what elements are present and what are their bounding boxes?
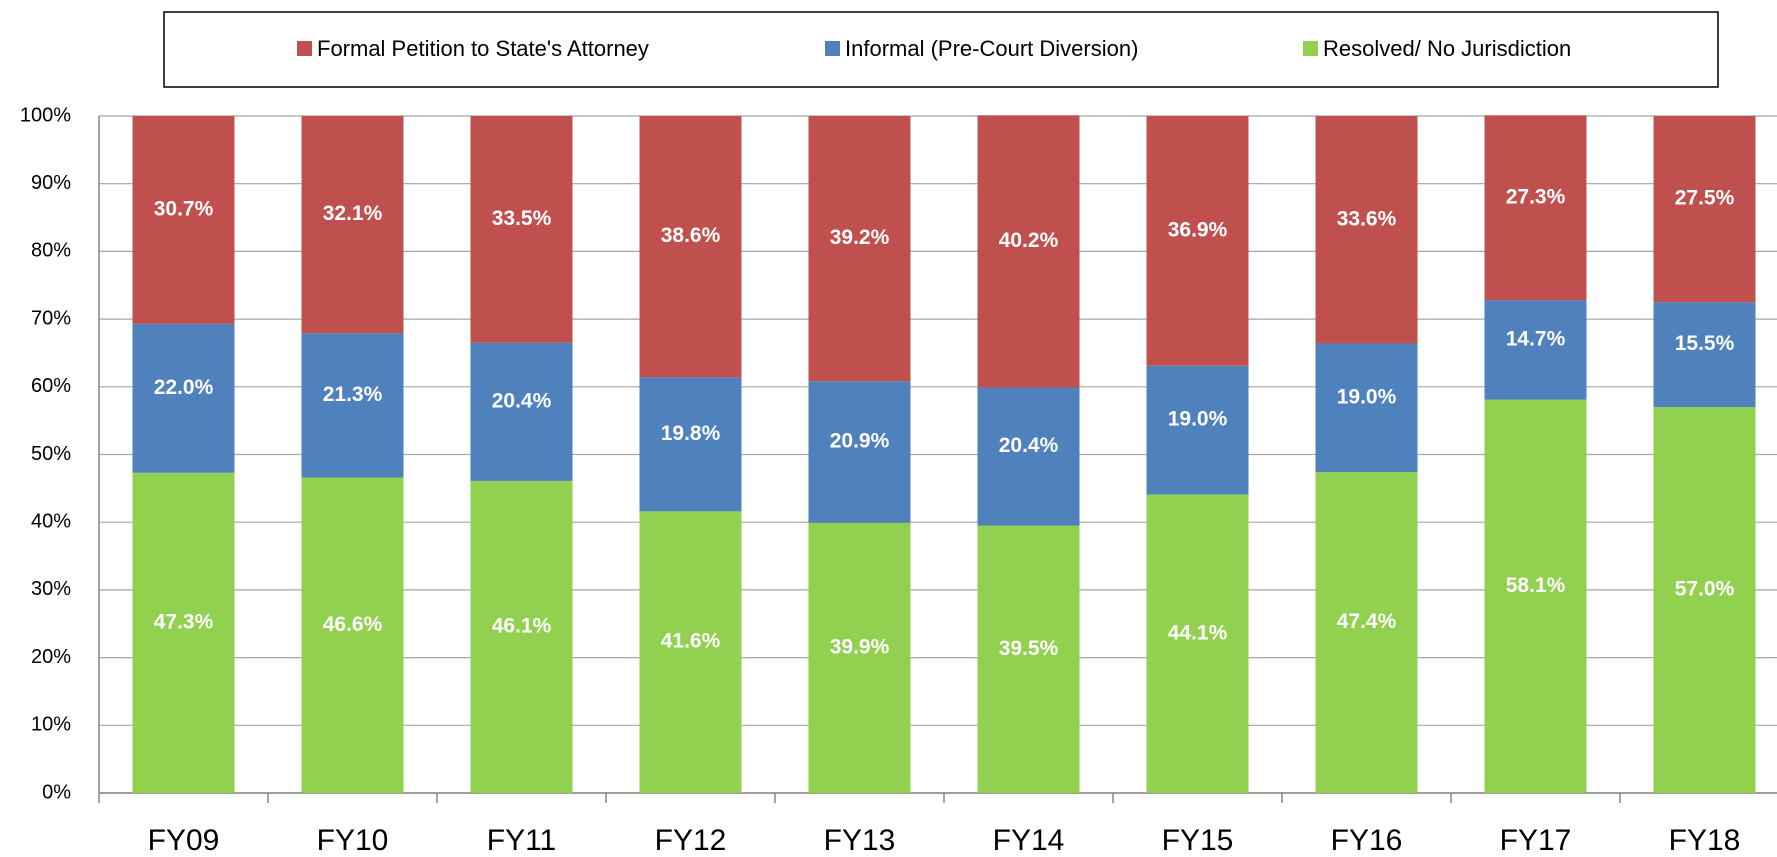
bar-segment	[132, 472, 235, 793]
bar-segment	[301, 116, 404, 334]
bar-segment	[132, 323, 235, 473]
legend-label: Formal Petition to State's Attorney	[317, 36, 649, 61]
bar-segment	[1315, 116, 1418, 344]
bar-segment	[1653, 407, 1756, 793]
y-tick-label: 10%	[31, 714, 71, 736]
data-label: 33.5%	[492, 207, 552, 230]
data-label: 39.2%	[830, 226, 890, 249]
y-tick-label: 90%	[31, 172, 71, 194]
data-label: 36.9%	[1168, 218, 1228, 241]
bar-segment	[1484, 399, 1587, 793]
bar-segment	[1484, 300, 1587, 400]
y-tick-label: 0%	[42, 781, 71, 803]
legend-label: Resolved/ No Jurisdiction	[1323, 36, 1571, 61]
x-tick-label: FY17	[1500, 824, 1572, 857]
bar-segment	[1146, 365, 1249, 495]
bar-segment	[808, 381, 911, 523]
legend-swatch	[825, 41, 840, 56]
data-label: 30.7%	[154, 197, 214, 220]
bar-segment	[639, 377, 742, 512]
x-tick-label: FY13	[824, 824, 896, 857]
bar-segment	[977, 387, 1080, 526]
bar-segment	[1315, 472, 1418, 793]
bar-segment	[1315, 343, 1418, 473]
bar-segment	[639, 511, 742, 793]
data-label: 58.1%	[1506, 574, 1566, 597]
legend-box	[163, 11, 1719, 88]
x-tick-label: FY09	[148, 824, 220, 857]
x-tick-label: FY18	[1669, 824, 1741, 857]
bar-segment	[301, 333, 404, 478]
y-tick-label: 80%	[31, 240, 71, 262]
data-label: 57.0%	[1675, 578, 1735, 601]
x-tick-label: FY12	[655, 824, 727, 857]
data-label: 39.9%	[830, 635, 890, 658]
data-label: 33.6%	[1337, 207, 1397, 230]
data-label: 15.5%	[1675, 332, 1735, 355]
data-label: 20.4%	[492, 389, 552, 412]
data-label: 19.8%	[661, 422, 721, 445]
data-label: 27.3%	[1506, 185, 1566, 208]
x-tick-label: FY14	[993, 824, 1065, 857]
bar-segment	[132, 116, 235, 324]
bar-segment	[977, 115, 1080, 388]
bar-segment	[1653, 116, 1756, 303]
y-tick-label: 40%	[31, 510, 71, 532]
data-label: 20.9%	[830, 430, 890, 453]
data-label: 32.1%	[323, 202, 383, 225]
data-label: 46.6%	[323, 613, 383, 636]
data-label: 41.6%	[661, 630, 721, 653]
y-tick-label: 60%	[31, 375, 71, 397]
x-tick-label: FY10	[317, 824, 389, 857]
data-label: 19.0%	[1168, 408, 1228, 431]
bar-segment	[808, 116, 911, 382]
x-tick-label: FY15	[1162, 824, 1234, 857]
data-label: 40.2%	[999, 229, 1059, 252]
x-tick-label: FY11	[487, 824, 556, 857]
data-label: 22.0%	[154, 376, 214, 399]
bar-segment	[470, 116, 573, 343]
bar-segment	[301, 477, 404, 793]
data-label: 14.7%	[1506, 327, 1566, 350]
data-label: 21.3%	[323, 383, 383, 406]
data-label: 47.3%	[154, 610, 214, 633]
y-tick-label: 100%	[20, 104, 71, 126]
data-label: 20.4%	[999, 434, 1059, 457]
y-tick-label: 70%	[31, 307, 71, 329]
y-tick-label: 50%	[31, 443, 71, 465]
data-label: 19.0%	[1337, 385, 1397, 408]
x-tick-label: FY16	[1331, 824, 1403, 857]
data-label: 46.1%	[492, 614, 552, 637]
y-tick-label: 30%	[31, 578, 71, 600]
data-label: 38.6%	[661, 224, 721, 247]
legend-swatch	[297, 41, 312, 56]
legend-swatch	[1303, 41, 1318, 56]
bar-segment	[1653, 302, 1756, 408]
y-tick-label: 20%	[31, 646, 71, 668]
bar-segment	[470, 342, 573, 481]
bar-segment	[1484, 115, 1587, 301]
data-label: 44.1%	[1168, 621, 1228, 644]
bar-segment	[1146, 494, 1249, 793]
data-label: 47.4%	[1337, 610, 1397, 633]
bar-segment	[470, 480, 573, 793]
bar-segment	[808, 522, 911, 793]
legend-label: Informal (Pre-Court Diversion)	[845, 36, 1138, 61]
data-label: 39.5%	[999, 637, 1059, 660]
bar-segment	[639, 116, 742, 378]
bar-segment	[977, 525, 1080, 793]
data-label: 27.5%	[1675, 187, 1735, 210]
bar-segment	[1146, 116, 1249, 366]
